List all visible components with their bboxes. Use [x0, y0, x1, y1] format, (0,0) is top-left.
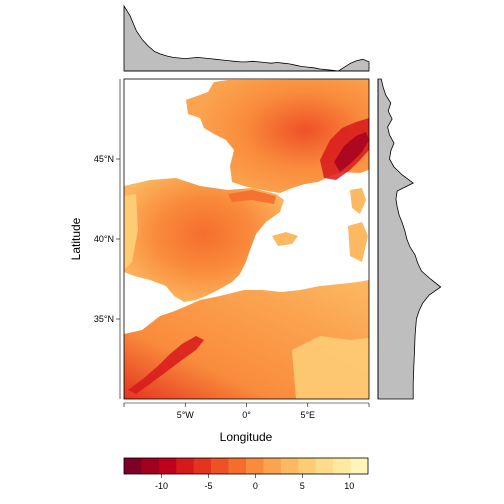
colorbar-swatch: [298, 458, 317, 474]
y-tick-label: 45°N: [94, 154, 114, 164]
pyrenees-band: [228, 190, 276, 204]
sahara-warm-area: [292, 336, 369, 399]
colorbar-swatch: [124, 458, 142, 474]
colorbar-swatch: [315, 458, 334, 474]
colorbar-swatch: [158, 458, 177, 474]
top-marginal-profile: [123, 4, 370, 72]
colorbar-tick-label: 10: [344, 481, 354, 491]
x-axis-title: Longitude: [220, 430, 273, 444]
colorbar-frame: [123, 457, 369, 475]
y-axis-title: Latitude: [69, 217, 83, 260]
colorbar-swatch: [193, 458, 212, 474]
map-frame: [123, 78, 370, 400]
map-axes: 5°W 0° 5°E 35°N 40°N 45°N: [94, 79, 370, 420]
colorbar-tick-label: 5: [300, 481, 305, 491]
colorbar-swatch: [141, 458, 160, 474]
land-islands: [272, 188, 368, 262]
colorbar-swatch: [211, 458, 229, 474]
x-tick-label: 5°E: [300, 410, 315, 420]
colorbar-swatch: [280, 458, 299, 474]
atlas-mountains: [128, 336, 204, 394]
colorbar-tick-label: -10: [155, 481, 168, 491]
colorbar-swatch: [333, 458, 351, 474]
y-tick-label: 40°N: [94, 234, 114, 244]
colorbar-swatch: [350, 458, 369, 474]
y-tick-label: 35°N: [94, 314, 114, 324]
x-tick-label: 5°W: [177, 410, 195, 420]
colorbar-swatch: [263, 458, 282, 474]
top-profile-area: [123, 4, 370, 72]
right-profile-area: [377, 78, 442, 400]
colorbar-swatch: [228, 458, 247, 474]
land-iberia: [124, 178, 284, 302]
x-tick-label: 0°: [242, 410, 251, 420]
map-panel: [123, 78, 370, 400]
colorbar-tick-label: -5: [204, 481, 212, 491]
alps-core: [334, 132, 369, 172]
right-marginal-profile: [377, 78, 442, 400]
colorbar: -10 -5 0 5 10: [123, 457, 369, 491]
colorbar-swatch: [176, 458, 195, 474]
colorbar-swatch: [246, 458, 264, 474]
iberia-west-coast: [124, 194, 138, 270]
colorbar-tick-label: 0: [253, 481, 258, 491]
